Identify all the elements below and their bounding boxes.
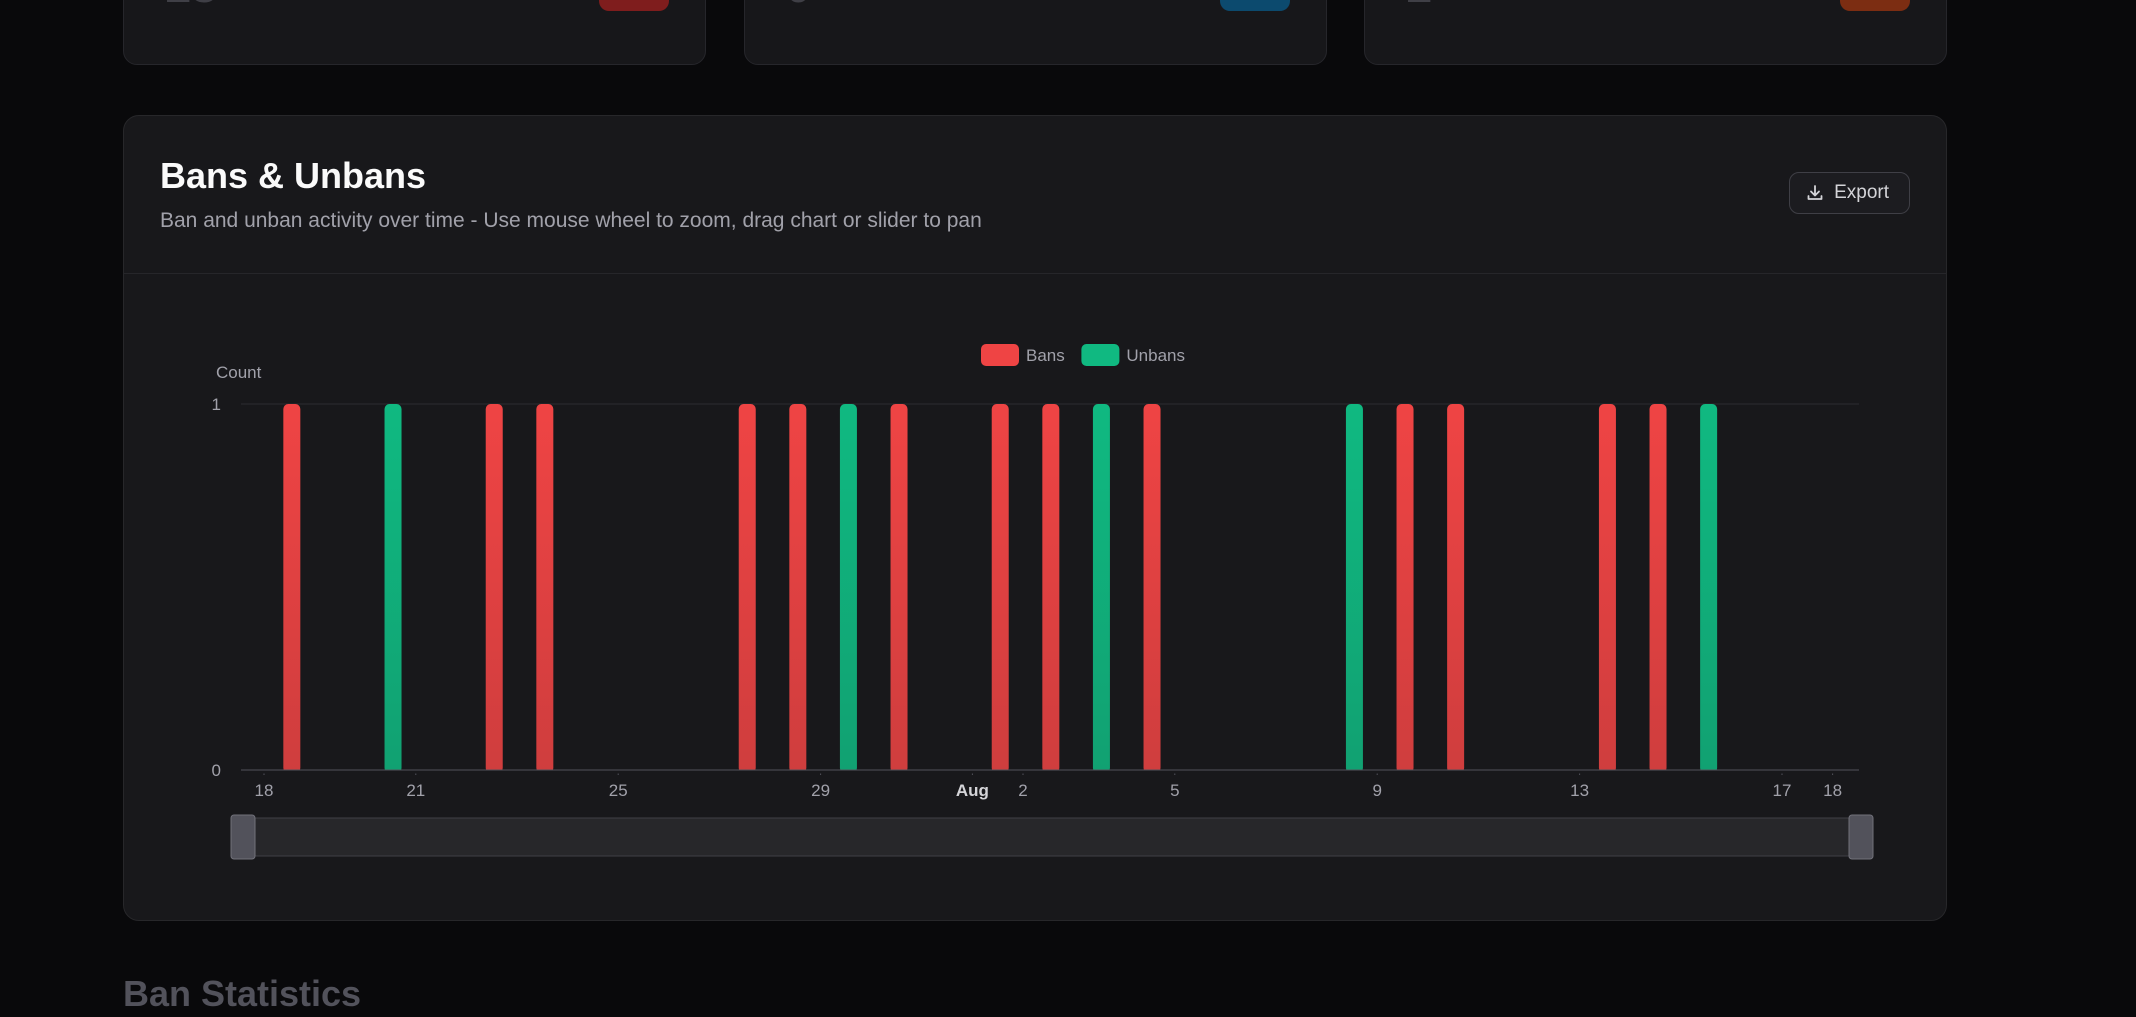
unlock-icon: [1220, 0, 1290, 11]
unbans-bar[interactable]: [384, 404, 402, 773]
bans-bar[interactable]: [1447, 404, 1465, 773]
bans-bar[interactable]: [991, 404, 1009, 773]
y-axis-label: Count: [216, 363, 262, 382]
legend-swatch: [981, 344, 1019, 366]
x-tick-label: Aug: [956, 781, 989, 800]
x-tick-label: 21: [406, 781, 425, 800]
bans-bar[interactable]: [789, 404, 807, 773]
export-label: Export: [1834, 182, 1889, 203]
ban-statistics-title: Ban Statistics: [123, 973, 362, 1014]
legend-item-unbans[interactable]: Unbans: [1081, 344, 1185, 366]
bans-bar[interactable]: [1143, 404, 1161, 773]
card-subtitle: Ban and unban activity over time - Use m…: [160, 209, 982, 232]
legend-label: Unbans: [1126, 346, 1185, 365]
bans-unbans-card: Bans & Unbans Ban and unban activity ove…: [123, 115, 1947, 921]
unbans-bar[interactable]: [839, 404, 857, 773]
zoom-slider-right-handle[interactable]: [1848, 814, 1874, 860]
bans-bar[interactable]: [1396, 404, 1414, 773]
stat-card-active: 1: [1364, 0, 1947, 65]
x-tick-label: 5: [1170, 781, 1179, 800]
stat-card-bans: 13: [123, 0, 706, 65]
bans-bar[interactable]: [738, 404, 756, 773]
legend-label: Bans: [1026, 346, 1065, 365]
unbans-bar[interactable]: [1700, 404, 1718, 773]
y-tick-label: 0: [212, 761, 221, 780]
bans-bar[interactable]: [1598, 404, 1616, 773]
unbans-bar[interactable]: [1345, 404, 1363, 773]
ban-icon: [599, 0, 669, 11]
x-tick-label: 18: [255, 781, 274, 800]
shield-icon: [1840, 0, 1910, 11]
card-header: Bans & Unbans Ban and unban activity ove…: [124, 116, 1946, 274]
export-button[interactable]: Export: [1789, 172, 1910, 214]
legend-item-bans[interactable]: Bans: [981, 344, 1065, 366]
x-tick-label: 2: [1018, 781, 1027, 800]
y-tick-label: 1: [212, 395, 221, 414]
legend-swatch: [1081, 344, 1120, 366]
x-tick-label: 29: [811, 781, 830, 800]
bans-bar[interactable]: [1649, 404, 1667, 773]
x-tick-label: 9: [1372, 781, 1381, 800]
x-tick-label: 25: [609, 781, 628, 800]
card-title: Bans & Unbans: [160, 155, 427, 196]
bans-bar[interactable]: [536, 404, 554, 773]
bans-bar[interactable]: [485, 404, 503, 773]
bans-bar[interactable]: [890, 404, 908, 773]
x-tick-label: 13: [1570, 781, 1589, 800]
bans-bar[interactable]: [283, 404, 301, 773]
zoom-slider-left-handle[interactable]: [230, 814, 256, 860]
x-tick-label: 17: [1773, 781, 1792, 800]
stat-value: 1: [1405, 0, 1432, 11]
x-tick-label: 18: [1823, 781, 1842, 800]
zoom-slider-track[interactable]: [230, 817, 1874, 857]
download-icon: [1806, 184, 1824, 202]
axis-mask: [241, 770, 1859, 774]
unbans-bar[interactable]: [1092, 404, 1110, 773]
bans-bar[interactable]: [1042, 404, 1060, 773]
stat-card-unbans: 0: [744, 0, 1327, 65]
stat-value: 0: [785, 0, 812, 11]
stat-value: 13: [164, 0, 217, 11]
